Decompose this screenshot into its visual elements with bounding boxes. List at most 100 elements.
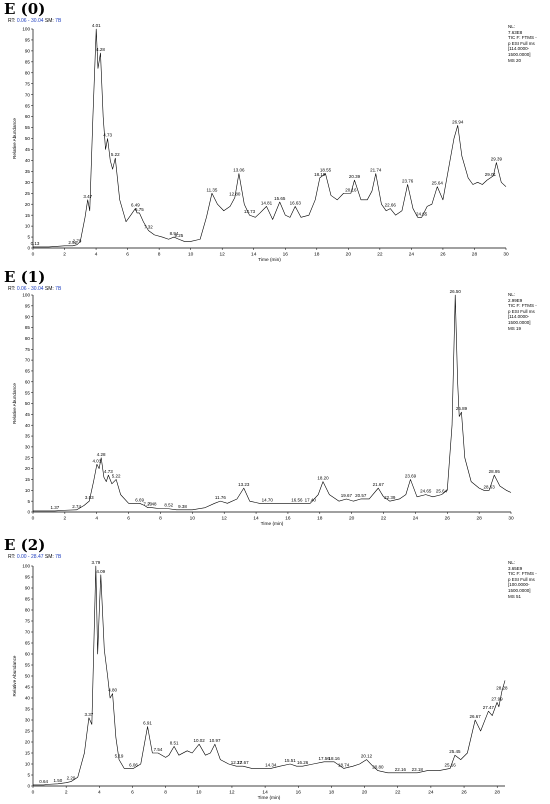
y-tick-label: 20 (25, 740, 31, 745)
y-tick-label: 65 (25, 103, 31, 108)
info-line: MS 20 (508, 57, 522, 63)
panel-title: E (0) (4, 0, 46, 18)
info-line: [114.0000- (508, 314, 530, 320)
peak-label: 17.40 (305, 497, 317, 502)
peak-label: 14.81 (261, 200, 273, 205)
x-tick-label: 20 (346, 252, 352, 258)
peak-label: 20.80 (372, 765, 384, 770)
y-tick-label: 85 (25, 59, 31, 64)
chart-panel-e1: E (1) RT: 0.06 - 30.04 SM: 7B NL: 2.99E9… (0, 268, 550, 536)
chromatogram-plot: 0510152025303540455055606570758085909510… (12, 289, 514, 527)
peak-label: 4.09 (96, 569, 105, 574)
x-tick-label: 10 (188, 252, 194, 258)
peak-label: 25.64 (436, 489, 448, 494)
peak-label: 7.32 (144, 224, 153, 229)
peak-label: 8.51 (170, 740, 179, 745)
y-tick-label: 100 (22, 293, 30, 298)
y-tick-label: 55 (25, 390, 31, 395)
peak-label: 3.79 (91, 560, 100, 565)
sm-value: 7B (55, 286, 62, 292)
x-tick-label: 6 (126, 252, 129, 258)
info-line: TIC F: FTMS - (508, 303, 537, 309)
y-tick-label: 35 (25, 434, 31, 439)
x-tick-label: 22 (377, 252, 383, 258)
y-tick-label: 20 (25, 466, 31, 471)
peak-label: 2.29 (67, 776, 76, 781)
x-tick-label: 16 (283, 252, 289, 258)
y-tick-label: 85 (25, 597, 31, 602)
peak-label: 2.79 (73, 239, 82, 244)
peak-label: 4.73 (103, 133, 112, 138)
peak-label: 10.02 (193, 738, 205, 743)
y-tick-label: 0 (27, 510, 30, 515)
y-tick-label: 75 (25, 347, 31, 352)
peak-label: 6.69 (135, 497, 144, 502)
info-line: 3.65E9 (508, 565, 523, 571)
peak-label: 4.01 (92, 23, 101, 28)
info-line: 7.63E8 (508, 29, 523, 35)
y-tick-label: 5 (27, 499, 30, 504)
peak-label: 7.48 (148, 502, 157, 507)
x-tick-label: 10 (190, 516, 196, 522)
y-tick-label: 100 (22, 564, 30, 569)
y-tick-label: 40 (25, 158, 31, 163)
y-tick-label: 80 (25, 70, 31, 75)
y-tick-label: 90 (25, 314, 31, 319)
peak-label: 17.56 (318, 756, 330, 761)
y-tick-label: 65 (25, 369, 31, 374)
y-tick-label: 50 (25, 401, 31, 406)
peak-label: 29.01 (485, 172, 497, 177)
x-axis-label: Time (min) (258, 257, 281, 263)
sm-value: 7B (55, 554, 62, 560)
peak-label: 22.66 (385, 203, 397, 208)
info-line: p ESI Full ms (508, 40, 535, 46)
rt-label: RT: (8, 554, 16, 560)
peak-label: 23.69 (405, 473, 417, 478)
info-line: TIC F: FTMS - (508, 35, 537, 41)
x-tick-label: 22 (381, 516, 387, 522)
peak-label: 1.37 (50, 505, 59, 510)
x-tick-label: 26 (440, 252, 446, 258)
info-line: [100.0000- (508, 582, 530, 588)
x-tick-label: 28 (472, 252, 478, 258)
y-tick-label: 60 (25, 114, 31, 119)
peak-label: 28.28 (496, 685, 508, 690)
peak-label: 16.26 (297, 760, 309, 765)
info-line: 1500.0000] (508, 319, 531, 325)
info-line: 1500.0000] (508, 51, 531, 57)
peak-label: 6.75 (135, 207, 144, 212)
chromatogram-plot: 0510152025303540455055606570758085909510… (12, 560, 508, 801)
chart-panel-e2: E (2) RT: 0.00 - 28.47 SM: 7B NL: 3.65E9… (0, 536, 550, 804)
x-tick-label: 18 (329, 790, 335, 796)
peak-label: 13.06 (233, 168, 245, 173)
peak-label: 9.38 (178, 504, 187, 509)
peak-label: 12.80 (229, 192, 241, 197)
info-line: NL: (508, 292, 516, 297)
y-tick-label: 30 (25, 718, 31, 723)
rt-range: 0.06 - 30.04 (16, 18, 44, 24)
y-tick-label: 10 (25, 488, 31, 493)
y-tick-label: 30 (25, 180, 31, 185)
panel-title: E (2) (4, 536, 46, 554)
peak-label: 22.39 (384, 495, 396, 500)
peak-label: 6.49 (131, 203, 140, 208)
peak-label: 15.65 (274, 196, 286, 201)
tic-trace (33, 294, 512, 512)
chart-panel-e0: E (0) RT: 0.06 - 30.04 SM: 7B NL: 7.63E8… (0, 0, 550, 268)
y-tick-label: 65 (25, 641, 31, 646)
y-tick-label: 15 (25, 213, 31, 218)
x-tick-label: 0 (32, 252, 35, 258)
y-tick-label: 35 (25, 707, 31, 712)
peak-label: 20.57 (355, 493, 367, 498)
y-tick-label: 45 (25, 147, 31, 152)
x-tick-label: 26 (461, 790, 467, 796)
y-tick-label: 15 (25, 477, 31, 482)
y-axis-label: Relative Abundance (12, 118, 17, 159)
peak-label: 13.73 (244, 209, 256, 214)
info-line: p ESI Full ms (508, 308, 535, 314)
peak-label: 21.67 (373, 482, 385, 487)
peak-label: 10.97 (209, 738, 221, 743)
peak-label: 4.28 (96, 47, 105, 52)
y-tick-label: 45 (25, 412, 31, 417)
y-tick-label: 15 (25, 751, 31, 756)
